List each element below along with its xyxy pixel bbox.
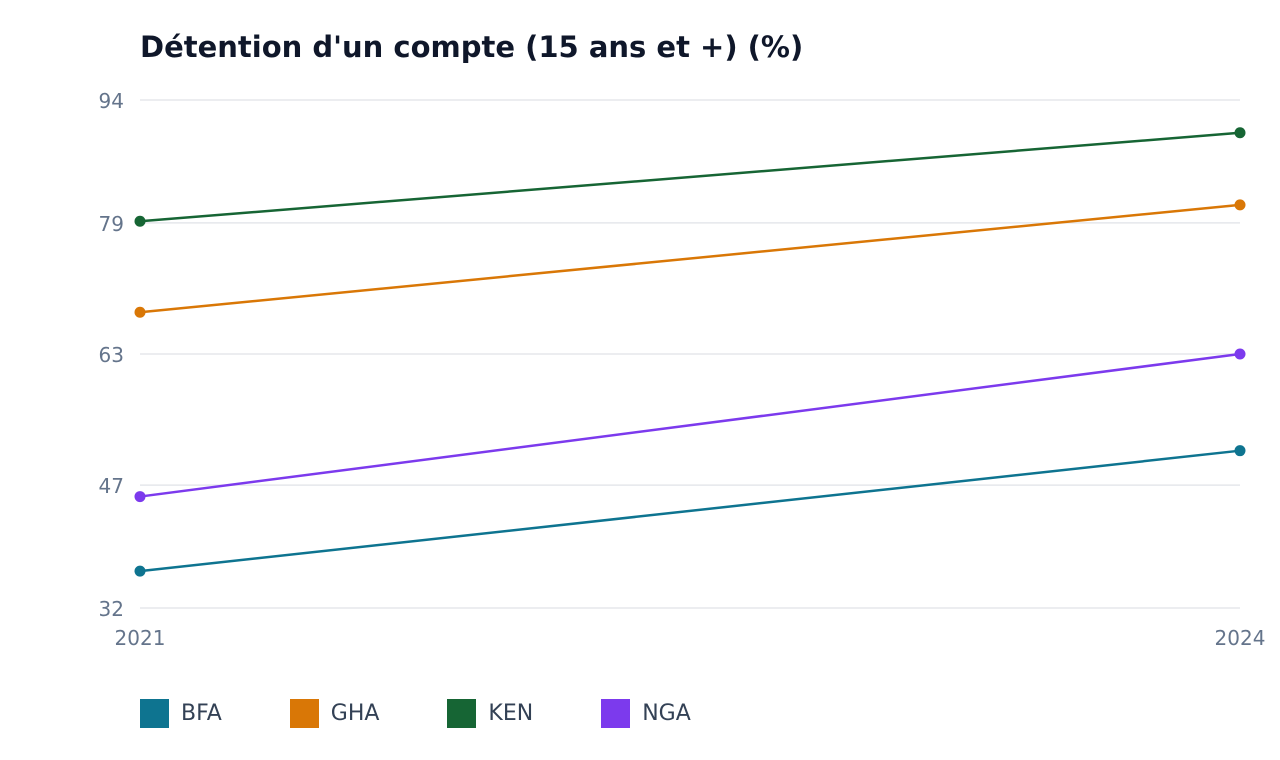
legend-item-bfa: BFA	[140, 699, 222, 728]
line-chart: 32 47 63 79 94 2021 2024	[99, 89, 1266, 650]
data-point	[1234, 127, 1246, 139]
series-line	[139, 203, 1241, 314]
data-point	[1234, 348, 1246, 360]
legend-swatch	[447, 699, 477, 728]
data-point	[1234, 445, 1246, 457]
data-point	[134, 491, 146, 503]
x-tick-label: 2021	[115, 626, 166, 650]
series-lines	[134, 127, 1246, 577]
legend-swatch	[601, 699, 631, 728]
legend-label: KEN	[488, 701, 534, 726]
series-gha	[134, 199, 1246, 318]
gridlines	[140, 99, 1240, 609]
legend-item-ken: KEN	[447, 699, 533, 728]
data-point	[134, 306, 146, 318]
series-ken	[134, 127, 1246, 227]
legend-item-nga: NGA	[601, 699, 691, 728]
y-tick-label: 94	[99, 89, 124, 113]
series-bfa	[134, 445, 1246, 577]
series-line	[139, 352, 1241, 498]
series-line	[139, 449, 1241, 573]
legend-label: NGA	[642, 701, 691, 726]
y-tick-label: 47	[99, 474, 124, 498]
chart-title: Détention d'un compte (15 ans et +) (%)	[140, 30, 804, 64]
data-point	[134, 565, 146, 577]
series-nga	[134, 348, 1246, 503]
legend-label: GHA	[330, 701, 380, 726]
legend-swatch	[289, 699, 319, 728]
legend: BFA GHA KEN NGA	[140, 699, 759, 728]
y-tick-label: 32	[99, 597, 124, 621]
legend-swatch	[140, 699, 169, 728]
series-line	[139, 131, 1241, 223]
y-tick-label: 79	[99, 212, 124, 236]
x-tick-label: 2024	[1215, 626, 1266, 650]
y-axis-ticks: 32 47 63 79 94	[99, 89, 124, 621]
legend-label: BFA	[181, 701, 222, 726]
y-tick-label: 63	[99, 343, 124, 367]
x-axis-ticks: 2021 2024	[115, 626, 1266, 650]
legend-item-gha: GHA	[289, 699, 380, 728]
data-point	[134, 215, 146, 227]
data-point	[1234, 199, 1246, 211]
